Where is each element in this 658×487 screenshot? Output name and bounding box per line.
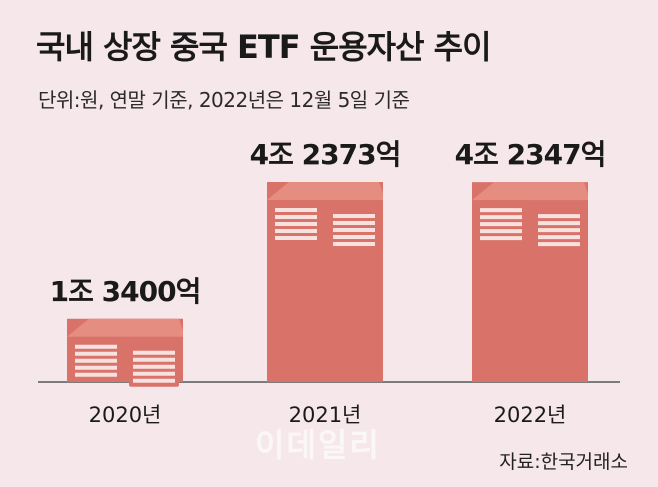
bar-value-label-1: 4조 2373억 (250, 138, 401, 171)
bar-top-0 (67, 318, 183, 337)
money-stack-left-1 (271, 200, 321, 244)
source-note: 자료:한국거래소 (499, 451, 628, 473)
bar-value-label-0: 1조 3400억 (50, 275, 201, 308)
money-stack-left-0 (71, 336, 121, 381)
chart-subtitle: 단위:원, 연말 기준, 2022년은 12월 5일 기준 (38, 88, 410, 112)
x-tick-label-1: 2021년 (289, 403, 362, 427)
x-tick-label-0: 2020년 (89, 403, 162, 427)
bar-top-1 (267, 182, 383, 200)
bar-top-2 (472, 182, 588, 201)
chart-title: 국내 상장 중국 ETF 운용자산 추이 (36, 28, 492, 66)
watermark: 이데일리 (255, 426, 381, 464)
money-stack-left-2 (476, 200, 526, 245)
money-stack-right-2 (534, 206, 584, 251)
bar-value-label-2: 4조 2347억 (455, 138, 606, 171)
money-stack-right-0 (129, 342, 179, 387)
money-stack-right-1 (329, 206, 379, 250)
x-tick-label-2: 2022년 (494, 403, 567, 427)
